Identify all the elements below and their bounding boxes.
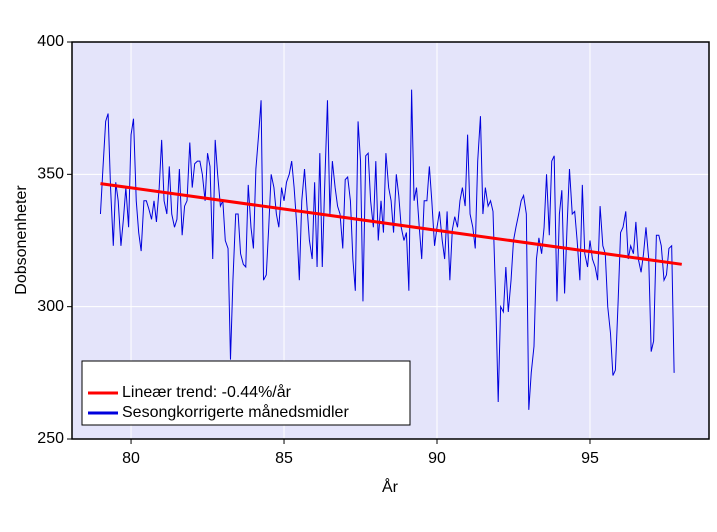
x-tick-label: 95 — [581, 450, 599, 467]
plot-frame — [71, 41, 710, 440]
legend-label: Lineær trend: -0.44%/år — [122, 383, 292, 401]
y-axis-label: Dobsonenheter — [13, 185, 30, 295]
y-tick-label: 250 — [37, 430, 64, 447]
y-tick-label: 300 — [37, 298, 64, 315]
data-line — [100, 182, 682, 266]
x-tick-label: 80 — [122, 450, 140, 467]
x-tick-label: 90 — [428, 450, 446, 467]
x-axis-label: År — [382, 477, 399, 496]
legend-box — [81, 360, 411, 426]
y-tick-label: 400 — [37, 33, 64, 50]
data-line — [99, 89, 675, 410]
x-tick-label: 85 — [275, 450, 293, 467]
y-tick-label: 350 — [37, 166, 64, 183]
legend-label: Sesongkorrigerte månedsmidler — [122, 403, 349, 421]
